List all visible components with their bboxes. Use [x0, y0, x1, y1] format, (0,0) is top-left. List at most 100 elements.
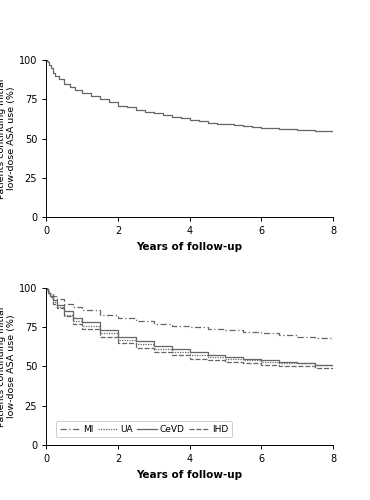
Line: UA: UA	[46, 288, 333, 365]
IHD	[205, 357, 210, 363]
MI	[223, 328, 228, 334]
MI	[98, 312, 102, 318]
MI	[116, 314, 120, 320]
CeVD	[62, 308, 66, 314]
CeVD	[152, 343, 156, 349]
MI	[259, 330, 263, 336]
IHD	[169, 352, 174, 358]
IHD	[134, 344, 138, 350]
MI	[331, 336, 335, 342]
UA	[55, 304, 59, 310]
CeVD	[277, 358, 282, 364]
MI	[62, 300, 66, 306]
MI	[80, 307, 84, 313]
CeVD	[71, 314, 75, 320]
CeVD	[169, 346, 174, 352]
IHD	[45, 286, 49, 292]
IHD	[51, 300, 55, 306]
IHD	[46, 290, 50, 296]
CeVD	[313, 362, 317, 368]
IHD	[80, 326, 84, 332]
CeVD	[295, 360, 299, 366]
UA	[48, 292, 52, 298]
IHD	[48, 294, 52, 300]
UA	[134, 342, 138, 347]
UA	[71, 318, 75, 324]
UA	[45, 286, 49, 292]
IHD	[223, 358, 228, 364]
MI	[295, 334, 299, 340]
MI	[152, 321, 156, 327]
UA	[259, 358, 263, 364]
UA	[205, 354, 210, 360]
IHD	[71, 321, 75, 327]
CeVD	[46, 290, 50, 296]
IHD	[259, 362, 263, 368]
IHD	[188, 356, 192, 362]
UA	[46, 290, 50, 296]
MI	[46, 288, 50, 294]
Line: IHD: IHD	[46, 288, 333, 368]
IHD	[313, 365, 317, 371]
MI	[45, 286, 49, 292]
CeVD	[98, 328, 102, 334]
IHD	[295, 364, 299, 370]
IHD	[241, 360, 246, 366]
UA	[98, 330, 102, 336]
MI	[51, 292, 55, 298]
UA	[152, 346, 156, 352]
UA	[241, 357, 246, 363]
UA	[44, 285, 48, 291]
UA	[188, 352, 192, 358]
IHD	[44, 285, 48, 291]
MI	[241, 329, 246, 335]
UA	[51, 299, 55, 305]
UA	[277, 360, 282, 366]
IHD	[116, 340, 120, 346]
CeVD	[331, 364, 335, 370]
IHD	[152, 350, 156, 356]
UA	[169, 350, 174, 356]
Y-axis label: Patients continuing initial
low-dose ASA use (%): Patients continuing initial low-dose ASA…	[0, 78, 16, 199]
CeVD	[80, 320, 84, 326]
X-axis label: Years of follow-up: Years of follow-up	[137, 470, 243, 480]
Legend: MI, UA, CeVD, IHD: MI, UA, CeVD, IHD	[57, 421, 232, 438]
CeVD	[45, 286, 49, 292]
CeVD	[48, 292, 52, 298]
CeVD	[55, 302, 59, 308]
UA	[80, 322, 84, 328]
Line: MI: MI	[46, 288, 333, 340]
IHD	[331, 365, 335, 371]
MI	[205, 326, 210, 332]
MI	[169, 322, 174, 328]
MI	[48, 290, 52, 296]
UA	[223, 356, 228, 362]
MI	[55, 296, 59, 302]
IHD	[55, 306, 59, 312]
MI	[188, 324, 192, 330]
IHD	[62, 313, 66, 319]
CeVD	[116, 334, 120, 340]
IHD	[277, 364, 282, 370]
MI	[134, 318, 138, 324]
UA	[116, 336, 120, 342]
MI	[71, 304, 75, 310]
UA	[331, 362, 335, 368]
IHD	[98, 334, 102, 340]
MI	[277, 332, 282, 338]
UA	[313, 362, 317, 368]
MI	[313, 335, 317, 341]
CeVD	[223, 354, 228, 360]
CeVD	[51, 298, 55, 304]
UA	[62, 312, 66, 318]
Y-axis label: Patients continuing initial
low-dose ASA use (%): Patients continuing initial low-dose ASA…	[0, 306, 16, 426]
CeVD	[241, 356, 246, 362]
CeVD	[188, 350, 192, 356]
CeVD	[205, 352, 210, 358]
X-axis label: Years of follow-up: Years of follow-up	[137, 242, 243, 252]
Line: CeVD: CeVD	[46, 288, 333, 366]
MI	[44, 285, 48, 291]
CeVD	[259, 357, 263, 363]
CeVD	[44, 285, 48, 291]
UA	[295, 360, 299, 366]
